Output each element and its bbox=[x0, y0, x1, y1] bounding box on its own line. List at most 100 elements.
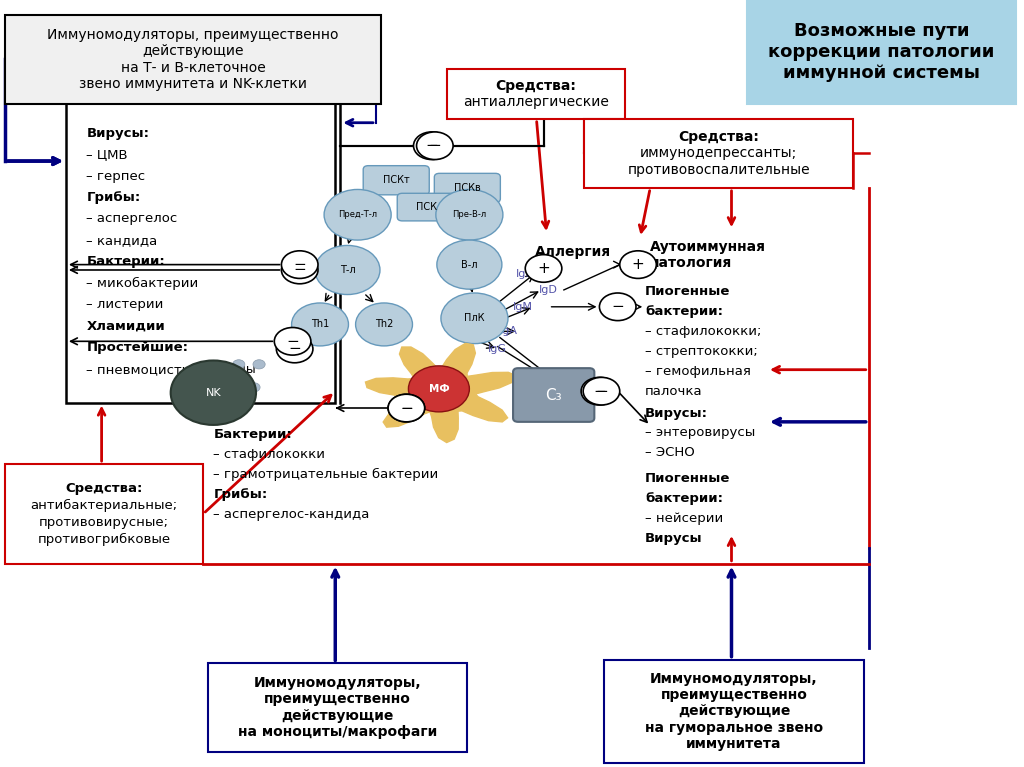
Circle shape bbox=[171, 360, 256, 425]
Circle shape bbox=[248, 383, 260, 392]
Circle shape bbox=[525, 255, 562, 282]
Circle shape bbox=[620, 251, 656, 278]
Text: −: − bbox=[287, 334, 299, 349]
Text: Средства:: Средства: bbox=[678, 130, 759, 143]
Text: антиаллергические: антиаллергические bbox=[463, 95, 609, 110]
Text: бактерии:: бактерии: bbox=[645, 492, 723, 505]
Text: – микобактерии: – микобактерии bbox=[86, 277, 199, 290]
Text: бактерии:: бактерии: bbox=[645, 305, 723, 318]
Text: МФ: МФ bbox=[429, 384, 450, 394]
Circle shape bbox=[599, 293, 636, 321]
Text: Грибы:: Грибы: bbox=[213, 488, 267, 501]
Text: IgG: IgG bbox=[487, 344, 507, 354]
Text: – ЭСНО: – ЭСНО bbox=[645, 446, 695, 459]
Circle shape bbox=[276, 335, 313, 363]
Circle shape bbox=[417, 132, 454, 160]
Text: Бактерии:: Бактерии: bbox=[213, 428, 292, 441]
Text: иммунодепрессанты;: иммунодепрессанты; bbox=[640, 146, 798, 160]
Text: IgA: IgA bbox=[500, 326, 518, 337]
Text: антибактериальные;: антибактериальные; bbox=[31, 499, 178, 512]
Text: Вирусы:: Вирусы: bbox=[645, 407, 709, 420]
Text: Бактерии:: Бактерии: bbox=[86, 255, 165, 268]
Text: Пред-Т-л: Пред-Т-л bbox=[338, 210, 377, 219]
Text: противогрибковые: противогрибковые bbox=[38, 532, 171, 546]
Text: Пре-В-л: Пре-В-л bbox=[453, 210, 486, 219]
Text: – стафилококки;: – стафилококки; bbox=[645, 325, 762, 338]
Text: −: − bbox=[293, 257, 306, 272]
Text: – ЦМВ: – ЦМВ bbox=[86, 148, 128, 161]
Circle shape bbox=[282, 251, 318, 278]
Text: противовирусные;: противовирусные; bbox=[39, 516, 169, 528]
Circle shape bbox=[355, 303, 413, 346]
Circle shape bbox=[232, 360, 245, 369]
Text: противовоспалительные: противовоспалительные bbox=[628, 163, 810, 177]
Text: Простейшие:: Простейшие: bbox=[86, 341, 188, 354]
Text: ПСКв: ПСКв bbox=[454, 183, 480, 193]
Circle shape bbox=[274, 328, 311, 355]
Text: – стрептококки;: – стрептококки; bbox=[645, 345, 758, 358]
Circle shape bbox=[292, 303, 348, 346]
Text: палочка: палочка bbox=[645, 385, 702, 398]
FancyBboxPatch shape bbox=[513, 368, 594, 422]
Text: Грибы:: Грибы: bbox=[86, 191, 140, 204]
Text: Пиогенные: Пиогенные bbox=[645, 472, 730, 485]
Text: Средства:: Средства: bbox=[66, 482, 142, 495]
Text: – листерии: – листерии bbox=[86, 298, 164, 311]
Text: IgE: IgE bbox=[516, 268, 534, 279]
FancyBboxPatch shape bbox=[364, 166, 429, 195]
Circle shape bbox=[582, 377, 617, 405]
Text: ПСКт: ПСКт bbox=[383, 175, 410, 186]
Circle shape bbox=[253, 360, 265, 369]
FancyBboxPatch shape bbox=[208, 663, 467, 752]
Text: Тh2: Тh2 bbox=[375, 319, 393, 330]
FancyBboxPatch shape bbox=[604, 660, 863, 763]
FancyBboxPatch shape bbox=[5, 15, 381, 104]
Text: В-л: В-л bbox=[461, 259, 477, 270]
FancyBboxPatch shape bbox=[447, 69, 625, 119]
Text: ПлК: ПлК bbox=[464, 313, 484, 324]
FancyBboxPatch shape bbox=[746, 0, 1016, 104]
Circle shape bbox=[388, 394, 425, 422]
Polygon shape bbox=[366, 344, 517, 443]
Text: – нейсерии: – нейсерии bbox=[645, 512, 723, 525]
Text: – стафилококки: – стафилококки bbox=[213, 448, 326, 461]
Text: Т-л: Т-л bbox=[340, 265, 355, 275]
Text: −: − bbox=[293, 262, 306, 278]
Text: +: + bbox=[538, 261, 550, 276]
Circle shape bbox=[436, 189, 503, 240]
Text: – гемофильная: – гемофильная bbox=[645, 365, 751, 378]
Circle shape bbox=[441, 293, 508, 344]
FancyBboxPatch shape bbox=[434, 173, 501, 202]
Text: С₃: С₃ bbox=[546, 387, 562, 403]
Text: – пневмоцисты: – пневмоцисты bbox=[86, 363, 193, 376]
Text: −: − bbox=[611, 299, 624, 314]
Text: IgD: IgD bbox=[539, 285, 557, 295]
Text: −: − bbox=[595, 384, 608, 399]
Text: – аспергелос-кандида: – аспергелос-кандида bbox=[213, 508, 370, 521]
Text: −: − bbox=[400, 400, 413, 416]
Text: Средства:: Средства: bbox=[496, 78, 577, 93]
Text: – грамотрицательные бактерии: – грамотрицательные бактерии bbox=[213, 468, 438, 481]
Text: Вирусы:: Вирусы: bbox=[86, 127, 150, 140]
Text: Возможные пути
коррекции патологии
иммунной системы: Возможные пути коррекции патологии иммун… bbox=[768, 22, 994, 81]
Text: IgM: IgM bbox=[513, 301, 534, 312]
Circle shape bbox=[202, 367, 214, 377]
Circle shape bbox=[388, 394, 425, 422]
Text: Тh1: Тh1 bbox=[311, 319, 329, 330]
FancyBboxPatch shape bbox=[5, 464, 203, 564]
Text: Иммуномодуляторы, преимущественно
действующие
на Т- и В-клеточное
звено иммуните: Иммуномодуляторы, преимущественно действ… bbox=[47, 28, 339, 91]
Text: −: − bbox=[593, 384, 606, 399]
Text: +: + bbox=[632, 257, 644, 272]
Text: Аутоиммунная
патология: Аутоиммунная патология bbox=[650, 239, 766, 270]
Text: – герпес: – герпес bbox=[86, 170, 145, 183]
Circle shape bbox=[414, 132, 451, 160]
Text: Пиогенные: Пиогенные bbox=[645, 285, 730, 298]
Text: Вирусы: Вирусы bbox=[645, 532, 702, 545]
FancyBboxPatch shape bbox=[584, 119, 853, 188]
Text: – аспергелос: – аспергелос bbox=[86, 212, 177, 225]
Circle shape bbox=[315, 245, 380, 295]
Text: −: − bbox=[288, 341, 301, 357]
Text: −: − bbox=[425, 138, 438, 153]
Text: −: − bbox=[400, 400, 413, 416]
Text: – энтеровирусы: – энтеровирусы bbox=[645, 426, 756, 439]
